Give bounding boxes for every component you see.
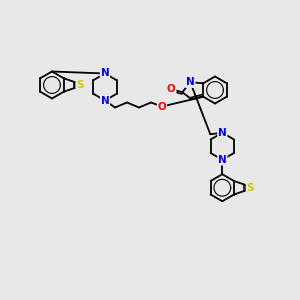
Text: N: N xyxy=(218,155,227,165)
Text: N: N xyxy=(100,68,109,79)
Text: N: N xyxy=(100,95,109,106)
Text: S: S xyxy=(76,80,84,90)
Text: O: O xyxy=(167,84,176,94)
Text: O: O xyxy=(158,101,166,112)
Text: N: N xyxy=(218,128,227,138)
Text: S: S xyxy=(247,183,254,193)
Text: N: N xyxy=(186,77,195,87)
